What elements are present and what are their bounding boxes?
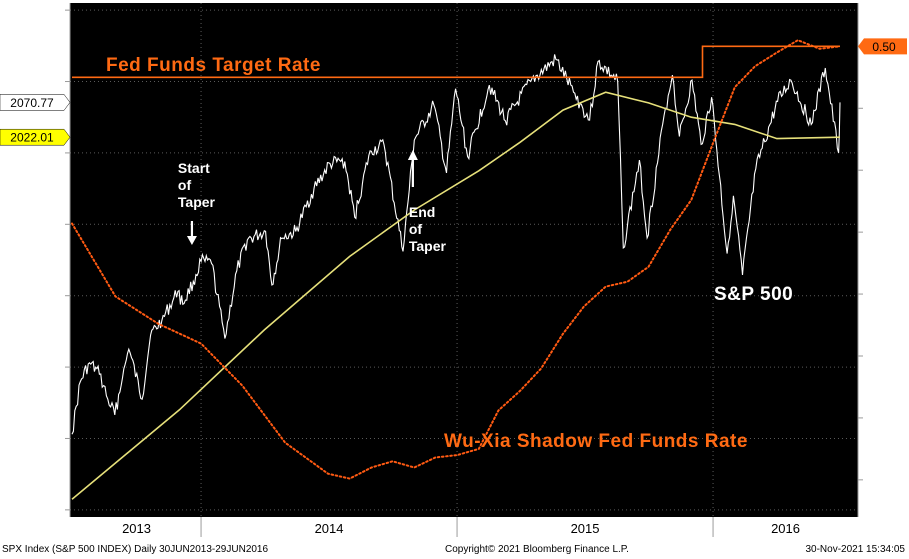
- value-badge-group: 2070.77 2022.01 0.50: [0, 38, 907, 146]
- end-taper-arrow-head: [407, 150, 418, 160]
- series-group: [71, 39, 841, 500]
- value-badge-label-left-1: 2022.01: [10, 131, 54, 145]
- annotation-fed-funds-target-rate: Fed Funds Target Rate: [106, 55, 321, 76]
- footer-right: 30-Nov-2021 15:34:05: [805, 544, 905, 555]
- right-tick-label-1: -2.50: [866, 411, 896, 426]
- left-tick-label-1500: 1500: [34, 503, 63, 518]
- left-tick-label-2000: 2000: [34, 146, 63, 161]
- left-tick-label-1900: 1900: [34, 217, 63, 232]
- annotation-end-taper-line-0: End: [409, 204, 435, 220]
- annotation-sp-500: S&P 500: [714, 284, 793, 305]
- value-badge-left-1: [0, 128, 71, 146]
- annotation-start-taper-line-1: of: [178, 177, 192, 193]
- x-tick-label-2014: 2014: [315, 521, 344, 536]
- footer-left: SPX Index (S&P 500 INDEX) Daily 30JUN201…: [2, 544, 268, 555]
- right-tick-label-4: -1.00: [866, 225, 896, 240]
- x-tick-label-2015: 2015: [571, 521, 600, 536]
- footer-center: Copyright© 2021 Bloomberg Finance L.P.: [445, 544, 629, 555]
- start-taper-arrow-head: [186, 236, 197, 245]
- annotation-wu-xia-shadow-rate: Wu-Xia Shadow Fed Funds Rate: [444, 431, 748, 452]
- value-badge-label-right-2: 0.50: [872, 40, 896, 54]
- right-tick-label-0: -3.00: [866, 473, 896, 488]
- left-tick-label-2100: 2100: [34, 75, 63, 90]
- x-tick-label-2013: 2013: [122, 521, 151, 536]
- left-tick-label-2200: 2200: [34, 3, 63, 18]
- annotation-end-taper-line-1: of: [409, 221, 423, 237]
- x-tick-label-2016: 2016: [771, 521, 800, 536]
- left-tick-label-1600: 1600: [34, 431, 63, 446]
- annotation-end-taper-line-2: Taper: [409, 238, 447, 254]
- left-tick-label-1800: 1800: [34, 289, 63, 304]
- series-line-moving-average: [71, 91, 841, 500]
- annotation-start-taper-line-2: Taper: [178, 194, 216, 210]
- series-line-wu-xia-shadow-fed-funds-rate: [71, 39, 841, 480]
- footer: SPX Index (S&P 500 INDEX) Daily 30JUN201…: [2, 544, 905, 555]
- value-badge-label-left-0: 2070.77: [10, 96, 54, 110]
- right-tick-label-3: -1.50: [866, 287, 896, 302]
- right-tick-label-6: 0.00: [866, 101, 891, 116]
- right-tick-label-2: -2.00: [866, 349, 896, 364]
- value-badge-right-2: [858, 38, 907, 55]
- left-tick-label-1700: 1700: [34, 360, 63, 375]
- value-badge-left-0: [0, 94, 71, 111]
- series-line-fed-funds-target-rate: [72, 45, 840, 79]
- annotation-start-taper-line-0: Start: [178, 160, 210, 176]
- right-tick-label-5: -0.50: [866, 163, 896, 178]
